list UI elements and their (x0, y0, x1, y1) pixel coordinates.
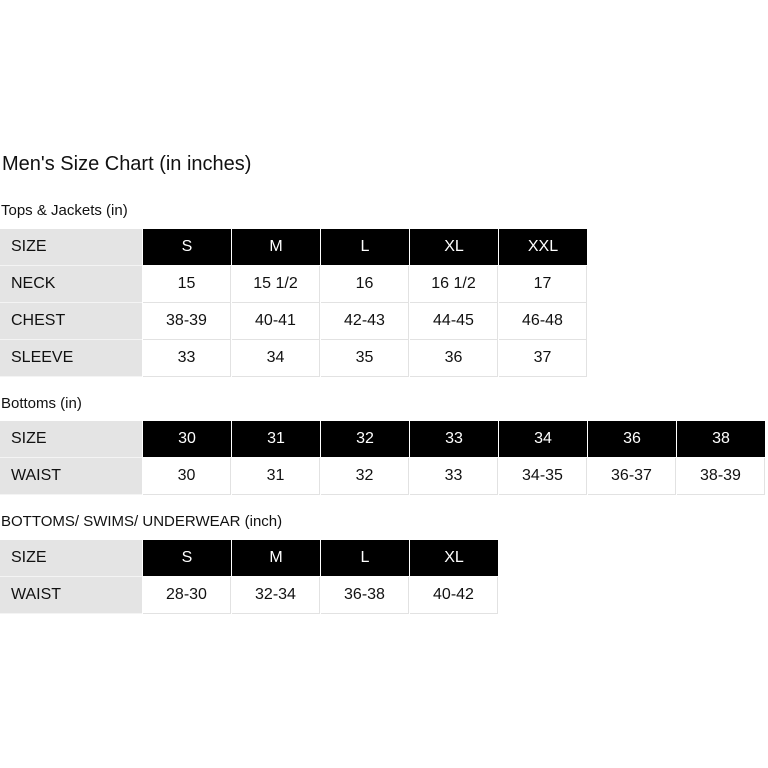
size-header-cell: S (143, 229, 231, 266)
table-row: CHEST 38-39 40-41 42-43 44-45 46-48 (0, 303, 587, 340)
size-header-cell: XL (410, 540, 498, 577)
tops-size-table: SIZE S M L XL XXL NECK 15 15 1/2 16 16 1/2 17 CHEST 3… (0, 229, 587, 377)
measurement-cell: 30 (143, 458, 231, 495)
measurement-cell: 35 (321, 340, 409, 377)
measurement-cell: 31 (232, 458, 320, 495)
measurement-cell: 40-42 (410, 577, 498, 614)
size-header-cell: M (232, 540, 320, 577)
row-label: NECK (0, 266, 142, 303)
row-label: SIZE (0, 421, 142, 458)
measurement-cell: 36 (410, 340, 498, 377)
measurement-cell: 15 (143, 266, 231, 303)
size-header-cell: 32 (321, 421, 409, 458)
measurement-cell: 40-41 (232, 303, 320, 340)
row-label: CHEST (0, 303, 142, 340)
header-row: SIZE 30 31 32 33 34 36 38 (0, 421, 765, 458)
bottoms-size-table: SIZE 30 31 32 33 34 36 38 WAIST 30 31 32 33 34-35 36-3… (0, 421, 765, 495)
size-header-cell: 31 (232, 421, 320, 458)
measurement-cell: 17 (499, 266, 587, 303)
table-row: WAIST 30 31 32 33 34-35 36-37 38-39 (0, 458, 765, 495)
header-row: SIZE S M L XL XXL (0, 229, 587, 266)
measurement-cell: 37 (499, 340, 587, 377)
measurement-cell: 38-39 (143, 303, 231, 340)
row-label: WAIST (0, 577, 142, 614)
row-label: SIZE (0, 229, 142, 266)
measurement-cell: 42-43 (321, 303, 409, 340)
header-row: SIZE S M L XL (0, 540, 498, 577)
measurement-cell: 16 (321, 266, 409, 303)
table-row: NECK 15 15 1/2 16 16 1/2 17 (0, 266, 587, 303)
underwear-size-table: SIZE S M L XL WAIST 28-30 32-34 36-38 40-42 (0, 540, 498, 614)
section-heading-tops: Tops & Jackets (in) (1, 202, 128, 219)
size-header-cell: 33 (410, 421, 498, 458)
measurement-cell: 33 (143, 340, 231, 377)
table-row: WAIST 28-30 32-34 36-38 40-42 (0, 577, 498, 614)
measurement-cell: 36-37 (588, 458, 676, 495)
measurement-cell: 32 (321, 458, 409, 495)
measurement-cell: 46-48 (499, 303, 587, 340)
measurement-cell: 16 1/2 (410, 266, 498, 303)
size-header-cell: 34 (499, 421, 587, 458)
size-header-cell: S (143, 540, 231, 577)
row-label: SIZE (0, 540, 142, 577)
row-label: WAIST (0, 458, 142, 495)
measurement-cell: 33 (410, 458, 498, 495)
size-header-cell: 36 (588, 421, 676, 458)
measurement-cell: 44-45 (410, 303, 498, 340)
size-header-cell: 38 (677, 421, 765, 458)
measurement-cell: 32-34 (232, 577, 320, 614)
measurement-cell: 15 1/2 (232, 266, 320, 303)
size-header-cell: XXL (499, 229, 587, 266)
table-row: SLEEVE 33 34 35 36 37 (0, 340, 587, 377)
measurement-cell: 36-38 (321, 577, 409, 614)
measurement-cell: 34-35 (499, 458, 587, 495)
size-header-cell: XL (410, 229, 498, 266)
measurement-cell: 34 (232, 340, 320, 377)
size-header-cell: 30 (143, 421, 231, 458)
size-header-cell: L (321, 229, 409, 266)
size-header-cell: L (321, 540, 409, 577)
section-heading-underwear: BOTTOMS/ SWIMS/ UNDERWEAR (inch) (1, 513, 283, 530)
section-heading-bottoms: Bottoms (in) (1, 395, 82, 412)
size-header-cell: M (232, 229, 320, 266)
page-title: Men's Size Chart (in inches) (2, 153, 252, 175)
measurement-cell: 38-39 (677, 458, 765, 495)
row-label: SLEEVE (0, 340, 142, 377)
measurement-cell: 28-30 (143, 577, 231, 614)
